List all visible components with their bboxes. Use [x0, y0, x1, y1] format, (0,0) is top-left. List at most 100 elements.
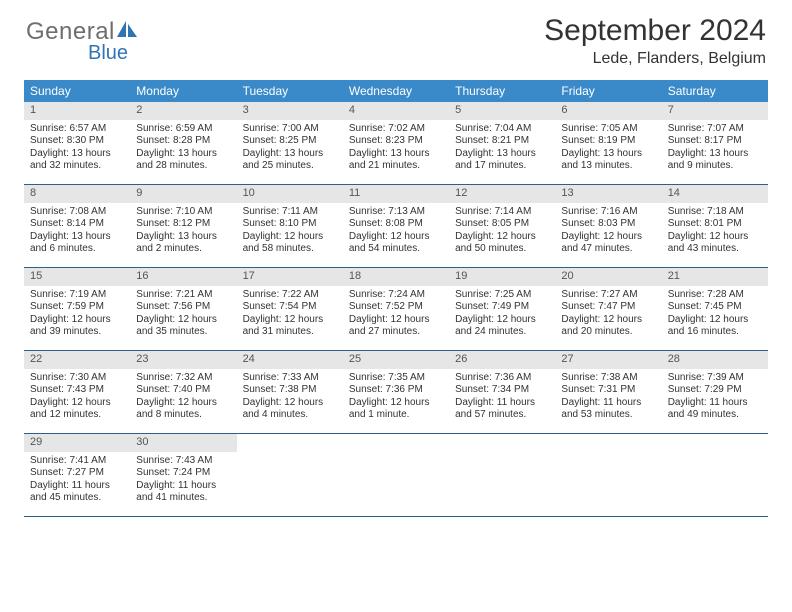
sunrise-text: Sunrise: 7:08 AM: [30, 206, 124, 219]
daylight-text: Daylight: 12 hours and 31 minutes.: [243, 314, 337, 339]
day-number: 1: [24, 102, 130, 120]
day-body: Sunrise: 7:41 AMSunset: 7:27 PMDaylight:…: [24, 452, 130, 510]
sunrise-text: Sunrise: 7:05 AM: [561, 123, 655, 136]
daylight-text: Daylight: 13 hours and 17 minutes.: [455, 148, 549, 173]
day-header: Monday: [130, 80, 236, 102]
day-number: 17: [237, 268, 343, 286]
day-cell: [237, 434, 343, 516]
day-body: Sunrise: 7:22 AMSunset: 7:54 PMDaylight:…: [237, 286, 343, 344]
day-number: 4: [343, 102, 449, 120]
day-cell: 11Sunrise: 7:13 AMSunset: 8:08 PMDayligh…: [343, 185, 449, 267]
day-cell: 26Sunrise: 7:36 AMSunset: 7:34 PMDayligh…: [449, 351, 555, 433]
day-body: Sunrise: 7:00 AMSunset: 8:25 PMDaylight:…: [237, 120, 343, 178]
day-number: 7: [662, 102, 768, 120]
sunrise-text: Sunrise: 7:36 AM: [455, 372, 549, 385]
sunrise-text: Sunrise: 7:32 AM: [136, 372, 230, 385]
day-body: Sunrise: 7:28 AMSunset: 7:45 PMDaylight:…: [662, 286, 768, 344]
sunrise-text: Sunrise: 7:21 AM: [136, 289, 230, 302]
day-body: Sunrise: 7:39 AMSunset: 7:29 PMDaylight:…: [662, 369, 768, 427]
day-cell: 9Sunrise: 7:10 AMSunset: 8:12 PMDaylight…: [130, 185, 236, 267]
sunrise-text: Sunrise: 7:11 AM: [243, 206, 337, 219]
day-number: 9: [130, 185, 236, 203]
day-number: 19: [449, 268, 555, 286]
day-number: 20: [555, 268, 661, 286]
day-body: Sunrise: 7:25 AMSunset: 7:49 PMDaylight:…: [449, 286, 555, 344]
day-body: Sunrise: 6:57 AMSunset: 8:30 PMDaylight:…: [24, 120, 130, 178]
sunset-text: Sunset: 7:24 PM: [136, 467, 230, 480]
day-body: Sunrise: 7:14 AMSunset: 8:05 PMDaylight:…: [449, 203, 555, 261]
day-cell: 18Sunrise: 7:24 AMSunset: 7:52 PMDayligh…: [343, 268, 449, 350]
sunrise-text: Sunrise: 7:24 AM: [349, 289, 443, 302]
sunset-text: Sunset: 8:21 PM: [455, 135, 549, 148]
sunrise-text: Sunrise: 7:38 AM: [561, 372, 655, 385]
day-body: Sunrise: 7:05 AMSunset: 8:19 PMDaylight:…: [555, 120, 661, 178]
day-header: Saturday: [662, 80, 768, 102]
sunset-text: Sunset: 7:29 PM: [668, 384, 762, 397]
sunset-text: Sunset: 8:23 PM: [349, 135, 443, 148]
sunrise-text: Sunrise: 7:35 AM: [349, 372, 443, 385]
day-number: 3: [237, 102, 343, 120]
daylight-text: Daylight: 11 hours and 53 minutes.: [561, 397, 655, 422]
daylight-text: Daylight: 12 hours and 1 minute.: [349, 397, 443, 422]
sunset-text: Sunset: 7:43 PM: [30, 384, 124, 397]
sunset-text: Sunset: 7:54 PM: [243, 301, 337, 314]
week-row: 15Sunrise: 7:19 AMSunset: 7:59 PMDayligh…: [24, 268, 768, 351]
daylight-text: Daylight: 12 hours and 24 minutes.: [455, 314, 549, 339]
daylight-text: Daylight: 12 hours and 50 minutes.: [455, 231, 549, 256]
sunset-text: Sunset: 8:03 PM: [561, 218, 655, 231]
sunrise-text: Sunrise: 7:30 AM: [30, 372, 124, 385]
sunset-text: Sunset: 8:14 PM: [30, 218, 124, 231]
sunset-text: Sunset: 7:36 PM: [349, 384, 443, 397]
daylight-text: Daylight: 13 hours and 25 minutes.: [243, 148, 337, 173]
week-row: 22Sunrise: 7:30 AMSunset: 7:43 PMDayligh…: [24, 351, 768, 434]
day-number: 12: [449, 185, 555, 203]
day-cell: 28Sunrise: 7:39 AMSunset: 7:29 PMDayligh…: [662, 351, 768, 433]
sunrise-text: Sunrise: 7:18 AM: [668, 206, 762, 219]
day-body: Sunrise: 7:11 AMSunset: 8:10 PMDaylight:…: [237, 203, 343, 261]
sunset-text: Sunset: 7:47 PM: [561, 301, 655, 314]
day-number: 21: [662, 268, 768, 286]
brand-logo: General Blue: [26, 14, 139, 65]
day-body: Sunrise: 7:10 AMSunset: 8:12 PMDaylight:…: [130, 203, 236, 261]
sunrise-text: Sunrise: 7:04 AM: [455, 123, 549, 136]
daylight-text: Daylight: 13 hours and 21 minutes.: [349, 148, 443, 173]
day-number: 5: [449, 102, 555, 120]
day-cell: 15Sunrise: 7:19 AMSunset: 7:59 PMDayligh…: [24, 268, 130, 350]
daylight-text: Daylight: 12 hours and 8 minutes.: [136, 397, 230, 422]
day-body: Sunrise: 7:18 AMSunset: 8:01 PMDaylight:…: [662, 203, 768, 261]
day-number: 2: [130, 102, 236, 120]
day-body: Sunrise: 7:16 AMSunset: 8:03 PMDaylight:…: [555, 203, 661, 261]
day-body: Sunrise: 7:33 AMSunset: 7:38 PMDaylight:…: [237, 369, 343, 427]
sunset-text: Sunset: 7:40 PM: [136, 384, 230, 397]
sunrise-text: Sunrise: 7:33 AM: [243, 372, 337, 385]
day-body: Sunrise: 7:13 AMSunset: 8:08 PMDaylight:…: [343, 203, 449, 261]
day-header: Tuesday: [237, 80, 343, 102]
day-body: Sunrise: 7:35 AMSunset: 7:36 PMDaylight:…: [343, 369, 449, 427]
daylight-text: Daylight: 13 hours and 28 minutes.: [136, 148, 230, 173]
day-body: Sunrise: 7:43 AMSunset: 7:24 PMDaylight:…: [130, 452, 236, 510]
sunset-text: Sunset: 7:45 PM: [668, 301, 762, 314]
day-cell: 29Sunrise: 7:41 AMSunset: 7:27 PMDayligh…: [24, 434, 130, 516]
sunset-text: Sunset: 8:12 PM: [136, 218, 230, 231]
day-cell: 16Sunrise: 7:21 AMSunset: 7:56 PMDayligh…: [130, 268, 236, 350]
day-number: 6: [555, 102, 661, 120]
daylight-text: Daylight: 12 hours and 12 minutes.: [30, 397, 124, 422]
sunset-text: Sunset: 7:38 PM: [243, 384, 337, 397]
day-number: 23: [130, 351, 236, 369]
sunrise-text: Sunrise: 7:16 AM: [561, 206, 655, 219]
day-cell: 22Sunrise: 7:30 AMSunset: 7:43 PMDayligh…: [24, 351, 130, 433]
sunrise-text: Sunrise: 7:43 AM: [136, 455, 230, 468]
day-body: Sunrise: 7:04 AMSunset: 8:21 PMDaylight:…: [449, 120, 555, 178]
sunset-text: Sunset: 8:25 PM: [243, 135, 337, 148]
sunset-text: Sunset: 7:27 PM: [30, 467, 124, 480]
sunrise-text: Sunrise: 7:27 AM: [561, 289, 655, 302]
daylight-text: Daylight: 12 hours and 20 minutes.: [561, 314, 655, 339]
day-number: 16: [130, 268, 236, 286]
daylight-text: Daylight: 12 hours and 16 minutes.: [668, 314, 762, 339]
day-body: Sunrise: 7:07 AMSunset: 8:17 PMDaylight:…: [662, 120, 768, 178]
day-header: Friday: [555, 80, 661, 102]
sunset-text: Sunset: 8:01 PM: [668, 218, 762, 231]
daylight-text: Daylight: 13 hours and 13 minutes.: [561, 148, 655, 173]
day-cell: 8Sunrise: 7:08 AMSunset: 8:14 PMDaylight…: [24, 185, 130, 267]
day-cell: 2Sunrise: 6:59 AMSunset: 8:28 PMDaylight…: [130, 102, 236, 184]
